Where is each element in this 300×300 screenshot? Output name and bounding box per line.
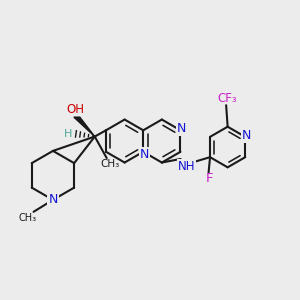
Text: CF₃: CF₃ <box>217 92 237 104</box>
Text: CH₃: CH₃ <box>19 213 37 223</box>
Text: N: N <box>140 148 149 161</box>
Text: NH: NH <box>178 160 195 172</box>
Polygon shape <box>74 117 95 136</box>
Text: H: H <box>64 129 73 139</box>
Text: N: N <box>177 122 186 135</box>
Text: F: F <box>206 172 213 185</box>
Text: N: N <box>242 129 251 142</box>
Text: OH: OH <box>66 103 84 116</box>
Text: CH₃: CH₃ <box>100 159 119 169</box>
Text: N: N <box>48 194 58 206</box>
